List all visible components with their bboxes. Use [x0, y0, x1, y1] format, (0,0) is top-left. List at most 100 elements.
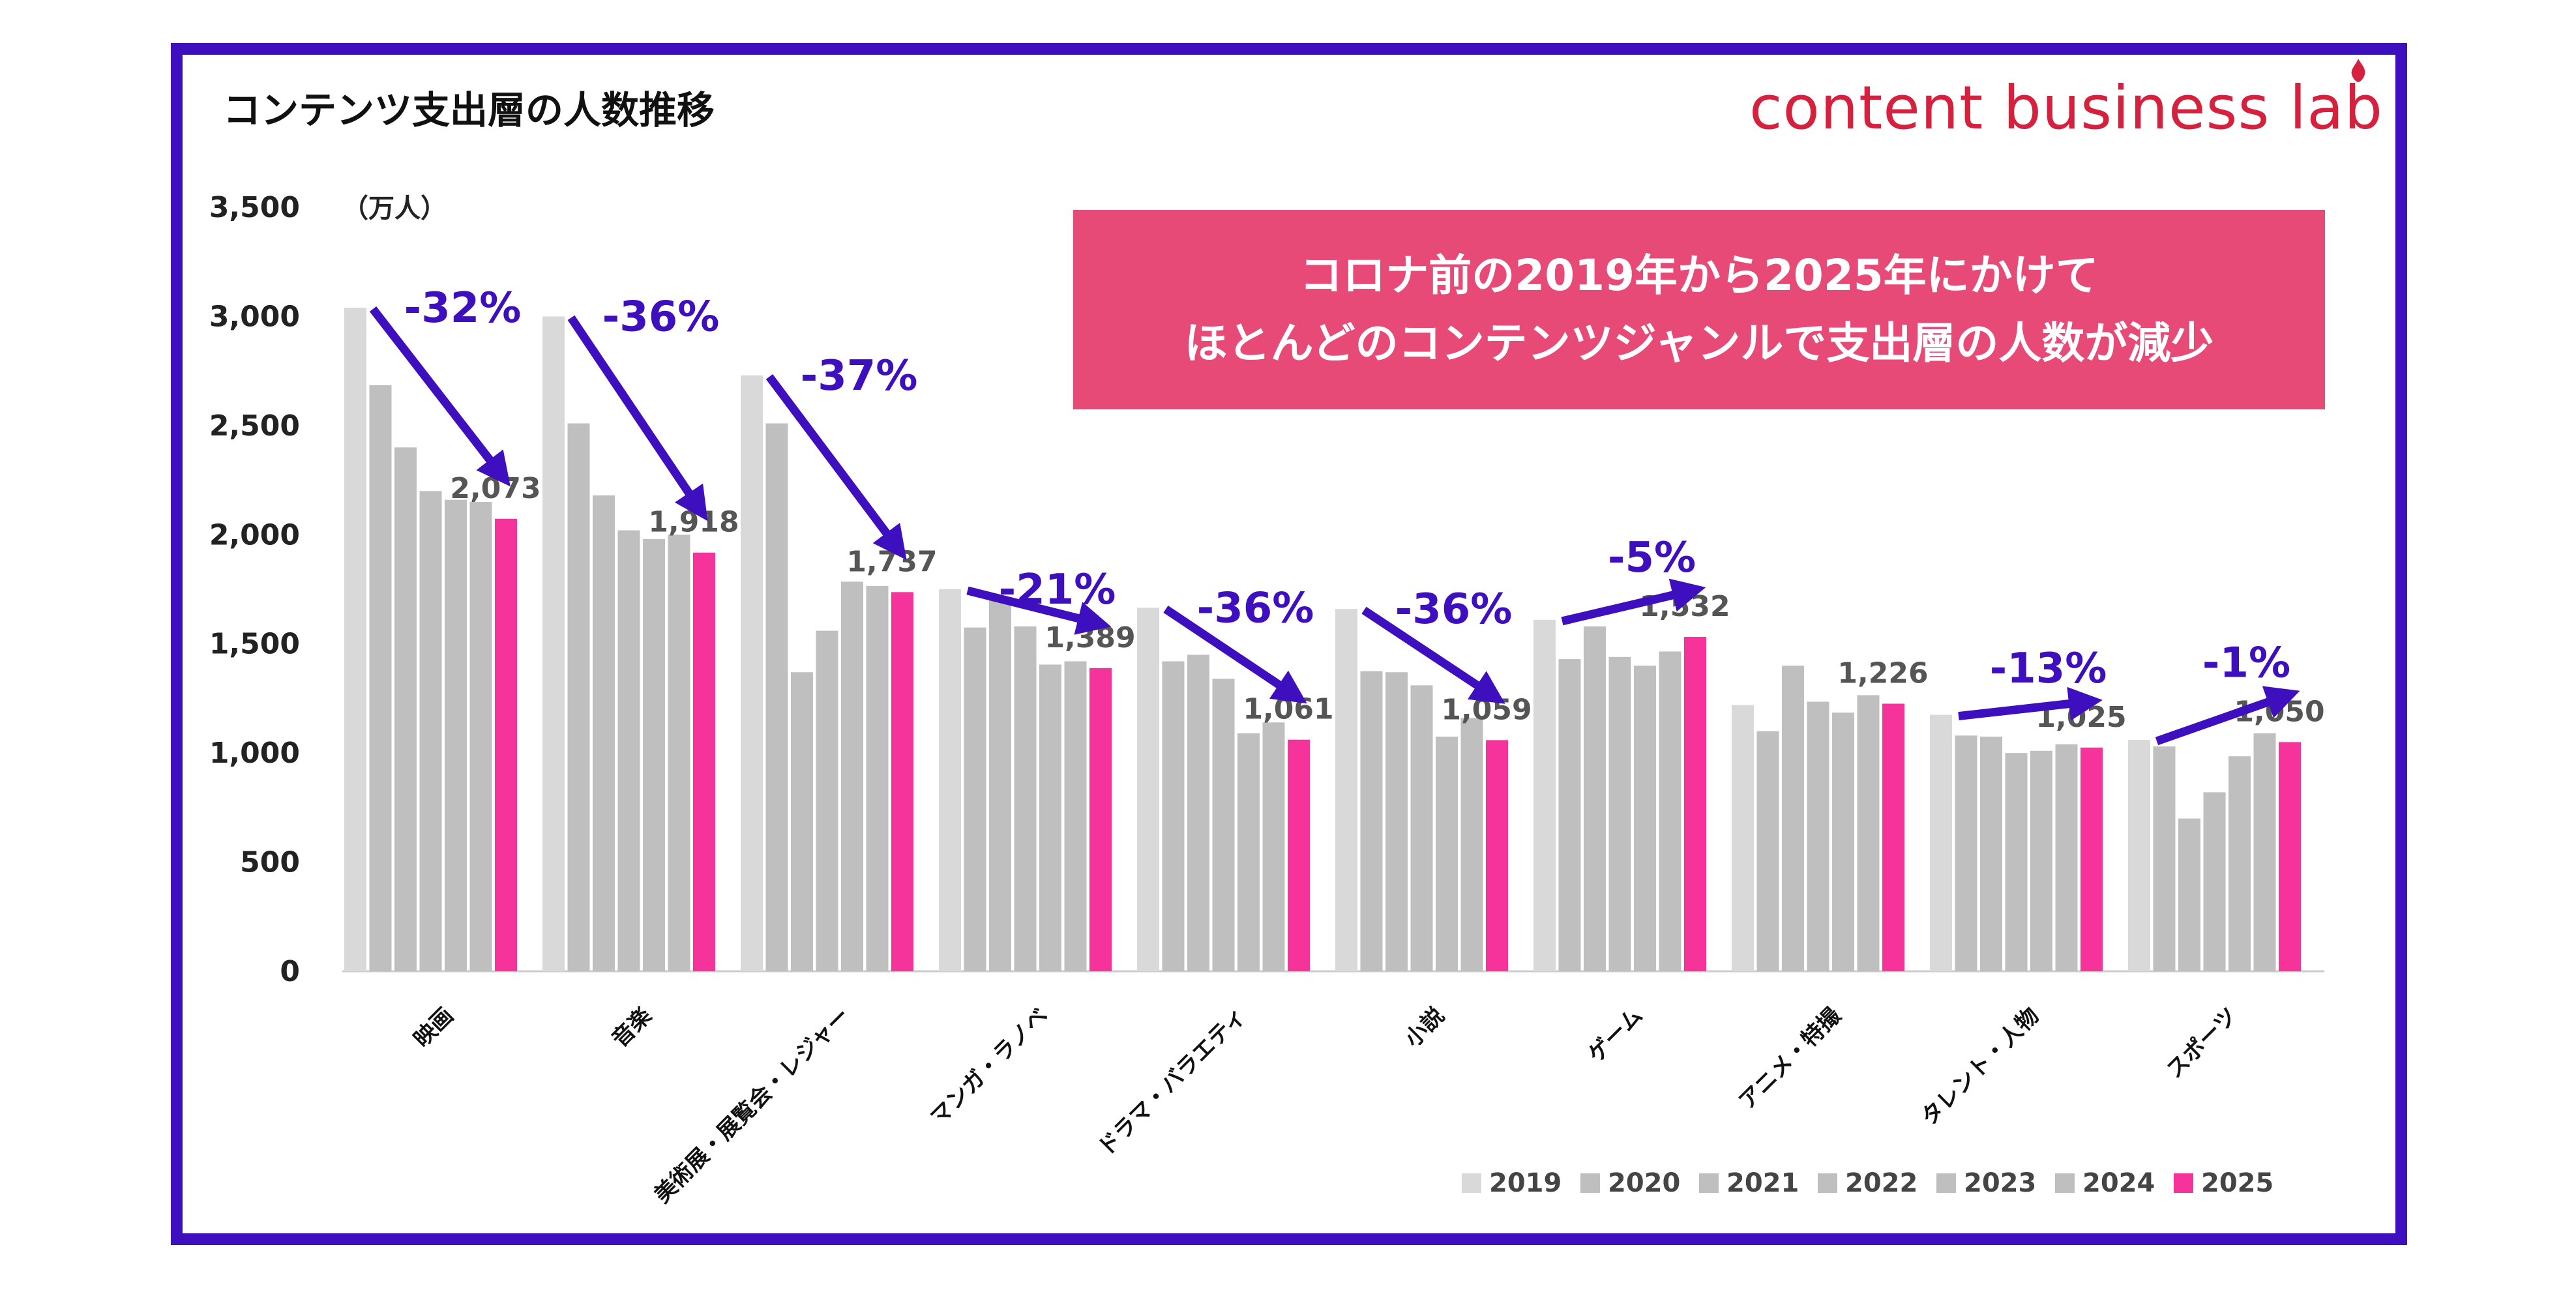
legend-swatch-2021	[1699, 1173, 1719, 1193]
bar-2022	[1807, 701, 1829, 971]
bar-2025	[1882, 703, 1904, 971]
category-label: 映画	[409, 1003, 458, 1052]
bar-2021	[593, 495, 615, 971]
bar-2020	[1360, 671, 1383, 971]
legend-swatch-2019	[1462, 1173, 1481, 1193]
bar-2024	[1460, 718, 1483, 971]
bar-2022	[1608, 656, 1631, 971]
y-axis-unit: （万人）	[342, 194, 447, 224]
bar-2019	[1732, 705, 1754, 971]
bar-2024	[668, 535, 690, 971]
bar-2021	[989, 598, 1011, 971]
legend-label-2023: 2023	[1964, 1168, 2036, 1198]
callout-line-2: ほとんどのコンテンツジャンルで支出層の人数が減少	[1184, 318, 2214, 368]
bar-2024	[1262, 722, 1285, 971]
legend-label-2021: 2021	[1726, 1168, 1799, 1198]
y-tick-label: 3,500	[209, 191, 300, 224]
bar-2022	[419, 491, 442, 971]
category-label: ドラマ・バラエティ	[1093, 1003, 1251, 1161]
category-label: マンガ・ラノベ	[925, 1003, 1053, 1130]
bar-2021	[1584, 626, 1606, 971]
y-tick-label: 0	[280, 955, 300, 988]
bar-2021	[1782, 666, 1804, 971]
bar-2020	[1558, 659, 1581, 971]
change-percent-label: -32%	[404, 284, 522, 332]
legend: 2019 2020 2021 2022 2023 2024 2025	[1462, 1168, 2273, 1198]
bar-2019	[939, 589, 961, 971]
y-tick-label: 1,000	[209, 737, 300, 770]
category-label: 美術展・展覧会・レジャー	[649, 1003, 855, 1209]
category-label: 音楽	[607, 1003, 657, 1052]
bar-2025	[2080, 747, 2103, 971]
legend-label-2019: 2019	[1489, 1168, 1562, 1198]
bar-2025	[891, 592, 913, 971]
change-percent-label: -5%	[1608, 534, 1696, 582]
bar-2022	[617, 530, 640, 971]
category-label: ゲーム	[1583, 1003, 1648, 1068]
change-percent-label: -36%	[1395, 585, 1513, 634]
change-arrow	[1163, 606, 1307, 704]
bar-2020	[2153, 746, 2176, 971]
bar-2024	[2253, 733, 2276, 971]
bar-2025	[1288, 739, 1310, 971]
change-percent-label: -21%	[999, 566, 1116, 614]
bar-2019	[2128, 740, 2150, 971]
bar-2022	[816, 630, 838, 971]
change-arrow	[1561, 578, 1706, 626]
bar-2019	[1137, 608, 1159, 971]
legend-label-2024: 2024	[2082, 1168, 2155, 1198]
bar-2024	[469, 502, 492, 971]
legend-label-2022: 2022	[1845, 1168, 1917, 1198]
brand-flame-icon	[2351, 59, 2365, 82]
category-label: 小説	[1400, 1003, 1449, 1052]
bar-2022	[2203, 792, 2226, 971]
bar-2021	[1385, 672, 1408, 971]
change-percent-label: -1%	[2202, 639, 2290, 687]
change-arrow	[567, 315, 708, 521]
change-arrows: -32% -36% -37% -21% -36% -36% -5% -13% -1%	[369, 284, 2300, 746]
brand-logo: content business lab	[1749, 73, 2383, 143]
change-percent-label: -36%	[1197, 584, 1314, 632]
bar-2020	[1756, 731, 1779, 971]
bar-2023	[1039, 664, 1061, 971]
bar-2023	[1237, 733, 1260, 971]
bar-2020	[369, 385, 392, 971]
bar-2019	[1533, 619, 1556, 971]
change-arrow	[1958, 686, 2103, 721]
value-label-2025: 1,059	[1441, 693, 1532, 726]
change-arrow	[2155, 686, 2300, 746]
legend-swatch-2020	[1580, 1173, 1600, 1193]
bar-2023	[1832, 712, 1854, 971]
value-label-2025: 1,226	[1837, 656, 1928, 690]
bar-2022	[1410, 685, 1433, 971]
bar-2024	[1064, 661, 1087, 971]
change-percent-label: -37%	[801, 352, 918, 400]
legend-label-2020: 2020	[1608, 1168, 1680, 1198]
bar-2023	[2228, 756, 2251, 971]
bar-2024	[1659, 651, 1681, 971]
value-label-2025: 1,918	[648, 506, 739, 539]
y-tick-label: 1,500	[209, 628, 300, 661]
bar-2019	[1335, 609, 1357, 971]
bar-2021	[1980, 737, 2002, 971]
y-tick-label: 2,500	[209, 409, 300, 443]
callout-line-1: コロナ前の2019年から2025年にかけて	[1299, 250, 2099, 301]
change-arrow	[369, 306, 511, 487]
category-label: タレント・人物	[1916, 1003, 2045, 1131]
bar-2019	[741, 375, 763, 971]
bar-2022	[1212, 679, 1235, 971]
bar-2025	[1684, 636, 1706, 971]
bar-2025	[2279, 742, 2301, 971]
legend-swatch-2022	[1818, 1173, 1837, 1193]
bar-2020	[1955, 735, 1977, 971]
bar-2021	[1187, 654, 1209, 971]
bar-2019	[1930, 714, 1952, 971]
change-percent-label: -36%	[602, 293, 720, 341]
bar-2022	[1014, 626, 1037, 971]
legend-swatch-2023	[1936, 1173, 1956, 1193]
bar-2023	[445, 499, 467, 971]
bar-2024	[1857, 695, 1880, 971]
bar-2019	[344, 308, 366, 971]
value-label-2025: 1,061	[1243, 693, 1333, 726]
